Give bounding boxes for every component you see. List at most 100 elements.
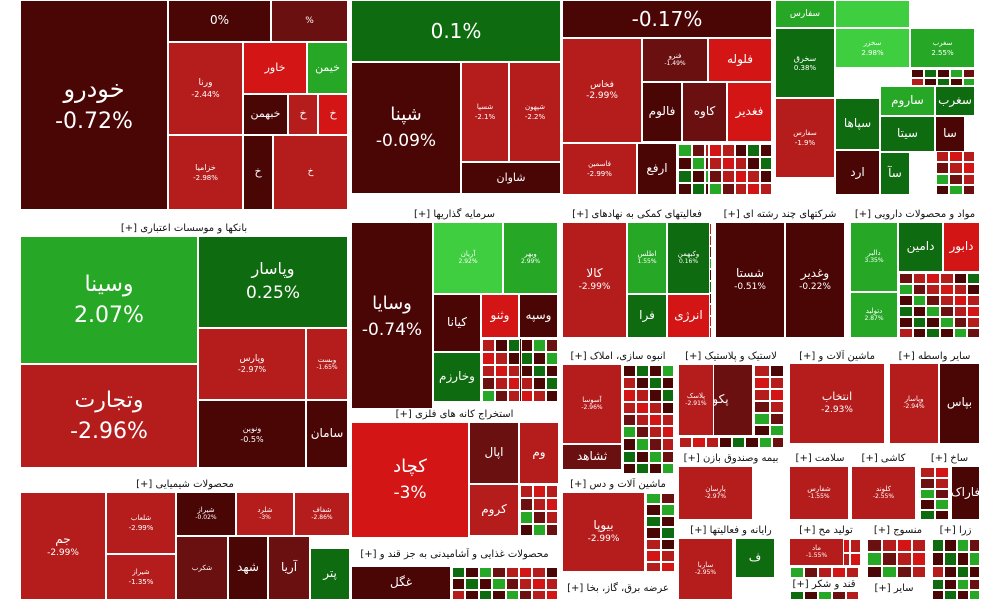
treemap-tile-52[interactable]: وخارزم <box>433 352 481 402</box>
treemap-tile-44[interactable]: ونوین -0.5% <box>198 400 306 468</box>
treemap-tile-68[interactable]: شفاف -2.86% <box>294 492 350 536</box>
treemap-tile-86[interactable]: بیوپا -2.99% <box>562 492 645 572</box>
treemap-tile-83[interactable]: انتخاب -2.93% <box>789 362 885 444</box>
sector-expand-toggle[interactable]: [+] <box>799 351 816 362</box>
treemap-tile-91[interactable]: ف <box>735 538 775 578</box>
treemap-tile-29[interactable]: سغرب 2.55% <box>910 28 975 68</box>
treemap-tile-27[interactable] <box>835 0 910 28</box>
treemap-tile-48[interactable]: وبهر 2.99% <box>503 222 558 294</box>
sector-expand-toggle[interactable]: [+] <box>570 479 587 490</box>
treemap-tile-88[interactable]: شفارس -1.55% <box>789 466 849 520</box>
sector-header[interactable]: سایر [+] <box>866 582 922 596</box>
treemap-tile-75[interactable]: اپال <box>469 422 519 484</box>
treemap-tile-1[interactable]: 0% <box>168 0 271 42</box>
sector-header[interactable]: فعالیتهای کمکی به نهادهای [+] <box>562 208 712 222</box>
treemap-tile-10[interactable]: خ <box>243 135 273 210</box>
treemap-tile-58[interactable]: شستا -0.51% <box>715 222 785 338</box>
treemap-tile-54[interactable]: اطلس 1.55% <box>627 222 667 294</box>
sector-header[interactable]: ماشین آلات و [+] <box>789 350 885 364</box>
sector-header[interactable]: بانکها و موسسات اعتباری [+] <box>20 222 348 236</box>
treemap-tile-28[interactable]: سخزر 2.98% <box>835 28 910 68</box>
sector-header[interactable]: لاستیک و پلاستیک [+] <box>678 350 784 364</box>
treemap-tile-55[interactable]: وکبهمن 0.16% <box>667 222 710 294</box>
sector-header[interactable]: استخراج کانه های فلزی [+] <box>351 408 558 422</box>
treemap-tile-65[interactable]: شلعاب -2.99% <box>106 492 176 554</box>
sector-header[interactable]: رایانه و فعالیتها [+] <box>678 524 784 538</box>
treemap-tile-19[interactable]: فنرو -1.49% <box>642 38 708 82</box>
treemap-tile-35[interactable]: سا <box>935 116 965 152</box>
treemap-tile-36[interactable]: سفارس -1.9% <box>775 98 835 178</box>
sector-header[interactable]: تولید مح [+] <box>789 524 863 538</box>
sector-expand-toggle[interactable]: [+] <box>939 525 956 536</box>
treemap-tile-77[interactable]: کروم <box>469 484 519 536</box>
treemap-tile-23[interactable]: فغدیر <box>727 82 772 142</box>
treemap-tile-59[interactable]: وغدیر -0.22% <box>785 222 845 338</box>
sector-expand-toggle[interactable]: [+] <box>685 351 702 362</box>
treemap-tile-56[interactable]: فرا <box>627 294 667 338</box>
sector-header[interactable]: سرمایه گذاریها [+] <box>351 208 558 222</box>
treemap-tile-15[interactable]: شپهون -2.2% <box>509 62 561 162</box>
sector-header[interactable]: ماشین آلات و دس [+] <box>562 478 674 492</box>
treemap-tile-2[interactable]: % <box>271 0 348 42</box>
treemap-tile-39[interactable]: وسینا 2.07% <box>20 236 198 364</box>
treemap-tile-30[interactable]: سخرق 0.38% <box>775 28 835 98</box>
treemap-tile-61[interactable]: دامین <box>898 222 943 272</box>
treemap-tile-49[interactable]: کیانا <box>433 294 481 352</box>
treemap-tile-57[interactable]: انرژی <box>667 294 710 338</box>
treemap-tile-32[interactable]: سغرب <box>935 86 975 116</box>
treemap-tile-21[interactable]: فالوم <box>642 82 682 142</box>
treemap-tile-85[interactable]: بپاس <box>939 362 980 444</box>
treemap-tile-51[interactable]: وسپه <box>519 294 558 338</box>
treemap-tile-53[interactable]: کالا -2.99% <box>562 222 627 338</box>
treemap-tile-45[interactable]: سامان <box>306 400 348 468</box>
sector-expand-toggle[interactable]: [+] <box>690 525 707 536</box>
treemap-tile-62[interactable]: دابور <box>943 222 980 272</box>
sector-expand-toggle[interactable]: [+] <box>873 525 891 536</box>
sector-header[interactable]: محصولات غذایی و آشامیدنی به جز قند و [+] <box>351 548 558 562</box>
treemap-tile-94[interactable]: غگل <box>351 566 451 600</box>
treemap-tile-9[interactable]: خزامیا -2.98% <box>168 135 243 210</box>
sector-expand-toggle[interactable]: [+] <box>572 209 589 220</box>
sector-expand-toggle[interactable]: [+] <box>413 209 431 220</box>
sector-expand-toggle[interactable]: [+] <box>567 583 584 594</box>
treemap-tile-41[interactable]: وپارس -2.97% <box>198 328 306 400</box>
treemap-tile-76[interactable]: وم <box>519 422 559 484</box>
treemap-tile-82[interactable]: پلاسک -2.91% <box>678 364 714 436</box>
treemap-tile-70[interactable]: شکرب <box>176 536 228 600</box>
sector-header[interactable]: زرا [+] <box>931 524 980 538</box>
treemap-tile-31[interactable]: ساروم <box>880 86 935 116</box>
treemap-tile-0[interactable]: خودرو -0.72% <box>20 0 168 210</box>
treemap-tile-87[interactable]: پارسان -2.97% <box>678 466 753 520</box>
sector-expand-toggle[interactable]: [+] <box>799 525 816 536</box>
sector-expand-toggle[interactable]: [+] <box>874 583 891 594</box>
treemap-tile-26[interactable]: سفارس <box>775 0 835 28</box>
sector-header[interactable]: محصولات شیمیایی [+] <box>20 478 350 492</box>
treemap-tile-14[interactable]: شسپا -2.1% <box>461 62 509 162</box>
sector-expand-toggle[interactable]: [+] <box>854 209 872 220</box>
treemap-tile-50[interactable]: وثنو <box>481 294 519 338</box>
treemap-tile-13[interactable]: شپنا -0.09% <box>351 62 461 194</box>
treemap-tile-4[interactable]: خاور <box>243 42 307 94</box>
sector-header[interactable]: ساخ [+] <box>919 452 980 466</box>
treemap-tile-37[interactable]: ارد <box>835 150 880 195</box>
sector-expand-toggle[interactable]: [+] <box>360 549 377 560</box>
treemap-tile-89[interactable]: کلوند -2.55% <box>851 466 916 520</box>
treemap-tile-93[interactable]: ماد -1.55% <box>789 538 844 566</box>
treemap-tile-73[interactable]: پتر <box>310 548 350 600</box>
treemap-tile-79[interactable]: آسوسا -2.96% <box>562 364 622 444</box>
treemap-tile-7[interactable]: خ <box>288 94 318 135</box>
treemap-tile-5[interactable]: خیمن <box>307 42 348 94</box>
treemap-tile-16[interactable]: شاوان <box>461 162 561 194</box>
treemap-tile-43[interactable]: وتجارت -2.96% <box>20 364 198 468</box>
sector-expand-toggle[interactable]: [+] <box>120 223 138 234</box>
treemap-tile-67[interactable]: شلرد -3% <box>236 492 294 536</box>
treemap-tile-47[interactable]: آریان 2.92% <box>433 222 503 294</box>
sector-header[interactable]: انبوه سازی، املاک [+] <box>562 350 674 364</box>
treemap-tile-71[interactable]: شهد <box>228 536 268 600</box>
treemap-tile-92[interactable]: ساربا -2.95% <box>678 538 733 600</box>
sector-expand-toggle[interactable]: [+] <box>395 409 412 420</box>
sector-expand-toggle[interactable]: [+] <box>723 209 740 220</box>
sector-header[interactable]: بیمه وصندوق بازن [+] <box>678 452 784 466</box>
treemap-tile-80[interactable]: ثشاهد <box>562 444 622 470</box>
treemap-tile-64[interactable]: جم -2.99% <box>20 492 106 600</box>
